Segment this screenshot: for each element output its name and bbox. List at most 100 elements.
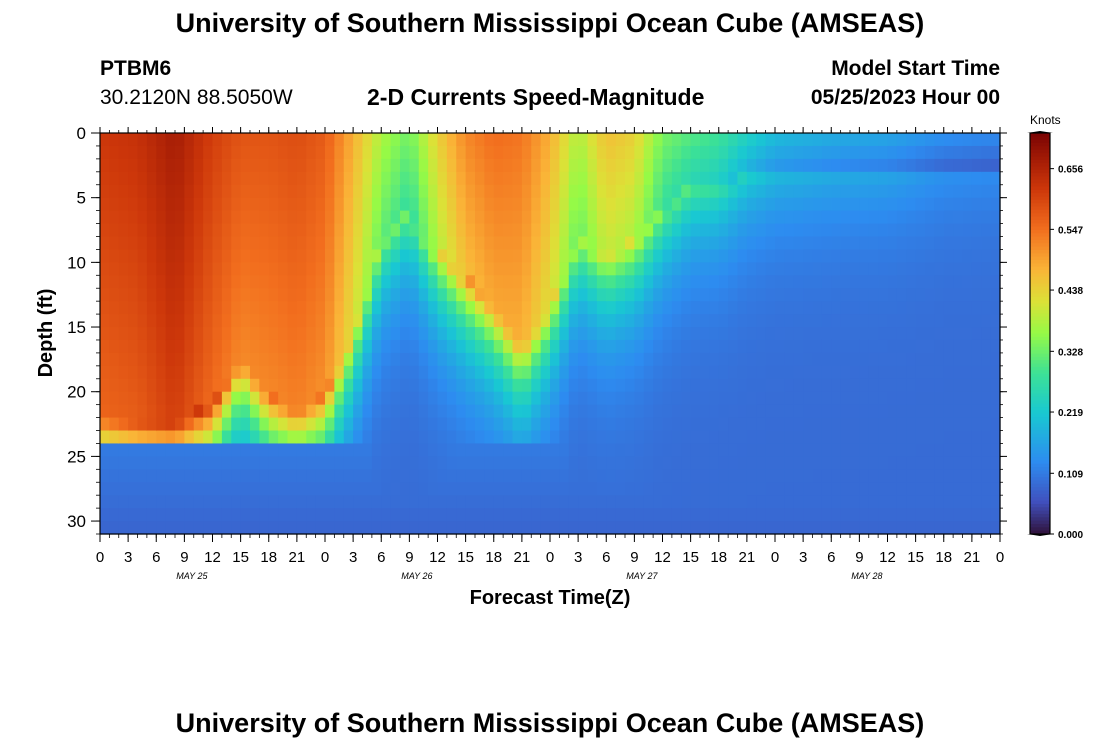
- heatmap-cell: [315, 197, 326, 212]
- colorbar-swatch: [1030, 246, 1050, 251]
- heatmap-cell: [381, 430, 392, 445]
- heatmap-cell: [278, 327, 289, 341]
- heatmap-cell: [184, 236, 195, 251]
- heatmap-cell: [690, 288, 701, 302]
- heatmap-cell: [812, 145, 823, 160]
- heatmap-cell: [840, 430, 851, 445]
- heatmap-cell: [278, 301, 289, 315]
- heatmap-cell: [193, 158, 204, 173]
- heatmap-cell: [568, 262, 579, 276]
- heatmap-cell: [137, 508, 148, 522]
- heatmap-cell: [400, 352, 410, 367]
- heatmap-cell: [568, 365, 579, 380]
- heatmap-cell: [990, 417, 1001, 432]
- heatmap-cell: [240, 508, 251, 522]
- heatmap-cell: [559, 391, 570, 406]
- heatmap-cell: [718, 314, 729, 328]
- heatmap-cell: [737, 339, 748, 354]
- heatmap-cell: [334, 521, 345, 535]
- heatmap-cell: [165, 275, 176, 289]
- heatmap-cell: [371, 482, 382, 496]
- heatmap-cell: [240, 249, 251, 263]
- heatmap-cell: [278, 223, 289, 238]
- heatmap-cell: [671, 443, 682, 457]
- heatmap-cell: [381, 443, 392, 457]
- heatmap-cell: [634, 262, 645, 276]
- heatmap-cell: [634, 495, 645, 509]
- heatmap-cell: [962, 133, 973, 147]
- heatmap-cell: [756, 184, 767, 199]
- heatmap-cell: [343, 133, 354, 147]
- heatmap-cell: [381, 521, 392, 535]
- heatmap-cell: [896, 430, 907, 445]
- heatmap-cell: [100, 223, 110, 238]
- heatmap-cell: [803, 171, 814, 186]
- heatmap-cell: [671, 365, 682, 380]
- x-day-label: MAY 28: [851, 571, 882, 581]
- heatmap-cell: [128, 262, 139, 276]
- heatmap-cell: [868, 365, 879, 380]
- heatmap-cell: [606, 158, 617, 173]
- heatmap-cell: [718, 430, 729, 445]
- heatmap-cell: [859, 171, 870, 186]
- colorbar-swatch: [1030, 343, 1050, 348]
- heatmap-cell: [475, 223, 485, 238]
- heatmap-cell: [662, 404, 673, 419]
- heatmap-cell: [521, 365, 532, 380]
- heatmap-cell: [175, 339, 185, 354]
- heatmap-cell: [428, 521, 439, 535]
- heatmap-cell: [156, 171, 167, 186]
- heatmap-cell: [128, 301, 139, 315]
- heatmap-cell: [456, 365, 467, 380]
- heatmap-cell: [250, 171, 260, 186]
- heatmap-cell: [728, 262, 739, 276]
- heatmap-cell: [381, 210, 392, 225]
- heatmap-cell: [812, 404, 823, 419]
- heatmap-cell: [812, 158, 823, 173]
- heatmap-cell: [568, 327, 579, 341]
- x-axis-label: Forecast Time(Z): [470, 587, 631, 609]
- heatmap-cell: [221, 171, 232, 186]
- heatmap-cell: [962, 184, 973, 199]
- heatmap-cell: [859, 482, 870, 496]
- heatmap-cell: [915, 391, 926, 406]
- heatmap-cell: [362, 521, 373, 535]
- heatmap-cell: [118, 275, 129, 289]
- heatmap-cell: [868, 184, 879, 199]
- heatmap-cell: [456, 249, 467, 263]
- heatmap-cell: [709, 301, 720, 315]
- heatmap-cell: [456, 145, 467, 160]
- heatmap-cell: [953, 430, 964, 445]
- heatmap-cell: [634, 404, 645, 419]
- x-tick-label: 3: [574, 549, 582, 566]
- heatmap-cell: [465, 158, 476, 173]
- heatmap-cell: [971, 249, 982, 263]
- x-tick-label: 0: [321, 549, 329, 566]
- heatmap-cell: [981, 391, 992, 406]
- heatmap-cell: [315, 495, 326, 509]
- heatmap-cell: [962, 236, 973, 251]
- heatmap-cell: [981, 495, 992, 509]
- heatmap-cell: [784, 378, 795, 393]
- heatmap-cell: [278, 508, 289, 522]
- heatmap-cell: [456, 495, 467, 509]
- heatmap-cell: [184, 145, 195, 160]
- heatmap-cell: [418, 391, 429, 406]
- heatmap-cell: [193, 171, 204, 186]
- colorbar-swatch: [1030, 430, 1050, 435]
- heatmap-cell: [784, 275, 795, 289]
- heatmap-cell: [990, 365, 1001, 380]
- heatmap-cell: [231, 443, 242, 457]
- heatmap-cell: [306, 469, 317, 483]
- heatmap-cell: [868, 197, 879, 212]
- heatmap-cell: [381, 314, 392, 328]
- heatmap-cell: [634, 288, 645, 302]
- heatmap-cell: [484, 236, 495, 251]
- heatmap-cell: [634, 184, 645, 199]
- y-tick-label: 30: [67, 512, 86, 531]
- heatmap-cell: [128, 456, 139, 470]
- heatmap-cell: [878, 521, 889, 535]
- heatmap-cell: [840, 223, 851, 238]
- heatmap-cell: [287, 288, 298, 302]
- heatmap-cell: [165, 482, 176, 496]
